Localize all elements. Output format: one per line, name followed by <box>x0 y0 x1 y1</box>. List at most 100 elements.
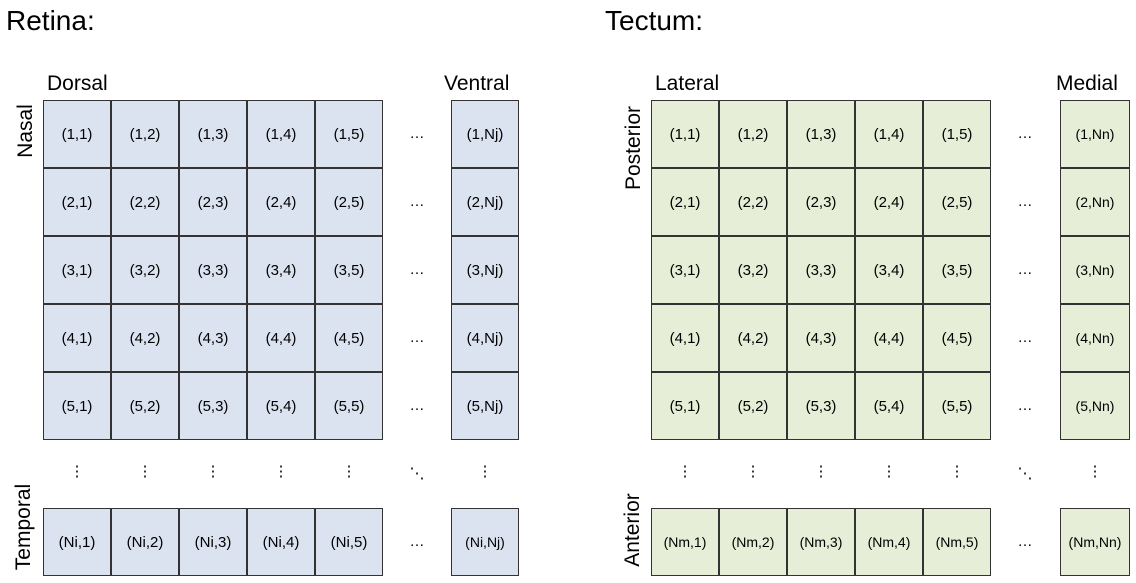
tectum-cell: (4,2) <box>719 304 787 372</box>
tectum-diagonal-ellipsis: ⋱ <box>1017 465 1033 482</box>
retina-last-row-ellipsis: … <box>409 533 425 550</box>
tectum-last-col-cell: (3,Nn) <box>1060 236 1130 304</box>
tectum-cell: (5,1) <box>651 372 719 440</box>
retina-cell: (2,1) <box>43 168 111 236</box>
tectum-cell: (3,4) <box>855 236 923 304</box>
tectum-row-ellipsis: … <box>1017 261 1033 278</box>
retina-vertical-ellipsis: ⋮ <box>137 463 153 480</box>
retina-last-row-cell: (Ni,5) <box>315 508 383 576</box>
retina-cell: (1,2) <box>111 100 179 168</box>
retina-last-col-cell: (5,Nj) <box>451 372 519 440</box>
retina-row-ellipsis: … <box>409 261 425 278</box>
retina-cell: (2,5) <box>315 168 383 236</box>
retina-cell: (3,5) <box>315 236 383 304</box>
tectum-title: Tectum: <box>605 5 704 36</box>
tectum-last-row-cell: (Nm,5) <box>923 508 991 576</box>
retina-title: Retina: <box>6 5 95 36</box>
tectum-vertical-ellipsis: ⋮ <box>949 463 965 480</box>
tectum-last-row-ellipsis: … <box>1017 533 1033 550</box>
tectum-cell: (2,4) <box>855 168 923 236</box>
retina-last-row-cell: (Ni,1) <box>43 508 111 576</box>
retina-cell: (4,2) <box>111 304 179 372</box>
retina-last-col-cell: (2,Nj) <box>451 168 519 236</box>
retina-vertical-ellipsis: ⋮ <box>205 463 221 480</box>
retina-last-row-cell: (Ni,4) <box>247 508 315 576</box>
retina-cell: (4,4) <box>247 304 315 372</box>
tectum-cell: (5,4) <box>855 372 923 440</box>
retina-vertical-ellipsis: ⋮ <box>477 463 493 480</box>
tectum-last-row-cell: (Nm,4) <box>855 508 923 576</box>
retina-last-row-cell: (Ni,3) <box>179 508 247 576</box>
retina-cell: (2,2) <box>111 168 179 236</box>
retina-cell: (4,1) <box>43 304 111 372</box>
retina-temporal-label: Temporal <box>12 483 35 571</box>
tectum-cell: (2,2) <box>719 168 787 236</box>
tectum-row-ellipsis: … <box>1017 193 1033 210</box>
retina-cell: (5,3) <box>179 372 247 440</box>
tectum-cell: (2,1) <box>651 168 719 236</box>
tectum-cell: (3,5) <box>923 236 991 304</box>
tectum-vertical-ellipsis: ⋮ <box>813 463 829 480</box>
tectum-cell: (1,4) <box>855 100 923 168</box>
tectum-cell: (1,2) <box>719 100 787 168</box>
retina-row-ellipsis: … <box>409 397 425 414</box>
retina-dorsal-label: Dorsal <box>47 72 108 95</box>
retina-last-col-cell: (1,Nj) <box>451 100 519 168</box>
retina-last-col-cell: (3,Nj) <box>451 236 519 304</box>
tectum-cell: (2,3) <box>787 168 855 236</box>
retina-vertical-ellipsis: ⋮ <box>273 463 289 480</box>
tectum-row-ellipsis: … <box>1017 397 1033 414</box>
tectum-vertical-ellipsis: ⋮ <box>1087 463 1103 480</box>
retina-cell: (1,1) <box>43 100 111 168</box>
tectum-corner-cell: (Nm,Nn) <box>1060 508 1130 576</box>
retina-cell: (4,5) <box>315 304 383 372</box>
tectum-posterior-label: Posterior <box>622 105 645 191</box>
tectum-cell: (4,5) <box>923 304 991 372</box>
retina-last-col-cell: (4,Nj) <box>451 304 519 372</box>
retina-cell: (1,4) <box>247 100 315 168</box>
tectum-lateral-label: Lateral <box>655 72 720 95</box>
tectum-cell: (2,5) <box>923 168 991 236</box>
retina-cell: (4,3) <box>179 304 247 372</box>
retina-cell: (5,1) <box>43 372 111 440</box>
tectum-cell: (3,2) <box>719 236 787 304</box>
tectum-vertical-ellipsis: ⋮ <box>881 463 897 480</box>
tectum-last-col-cell: (4,Nn) <box>1060 304 1130 372</box>
tectum-vertical-ellipsis: ⋮ <box>745 463 761 480</box>
retina-cell: (1,3) <box>179 100 247 168</box>
tectum-last-row-cell: (Nm,1) <box>651 508 719 576</box>
retina-corner-cell: (Ni,Nj) <box>451 508 519 576</box>
tectum-row-ellipsis: … <box>1017 329 1033 346</box>
retina-row-ellipsis: … <box>409 193 425 210</box>
retina-cell: (2,4) <box>247 168 315 236</box>
tectum-vertical-ellipsis: ⋮ <box>677 463 693 480</box>
tectum-cell: (5,5) <box>923 372 991 440</box>
retina-vertical-ellipsis: ⋮ <box>341 463 357 480</box>
retina-cell: (3,1) <box>43 236 111 304</box>
retina-cell: (1,5) <box>315 100 383 168</box>
tectum-cell: (5,2) <box>719 372 787 440</box>
retina-row-ellipsis: … <box>409 125 425 142</box>
tectum-cell: (1,1) <box>651 100 719 168</box>
tectum-anterior-label: Anterior <box>621 493 644 567</box>
tectum-cell: (3,1) <box>651 236 719 304</box>
tectum-cell: (4,1) <box>651 304 719 372</box>
retina-ventral-label: Ventral <box>444 72 510 95</box>
retina-nasal-label: Nasal <box>14 104 37 158</box>
retina-cell: (3,3) <box>179 236 247 304</box>
tectum-last-row-cell: (Nm,3) <box>787 508 855 576</box>
tectum-cell: (1,3) <box>787 100 855 168</box>
tectum-last-col-cell: (2,Nn) <box>1060 168 1130 236</box>
tectum-cell: (4,4) <box>855 304 923 372</box>
tectum-row-ellipsis: … <box>1017 125 1033 142</box>
tectum-cell: (3,3) <box>787 236 855 304</box>
retina-cell: (5,4) <box>247 372 315 440</box>
tectum-last-row-cell: (Nm,2) <box>719 508 787 576</box>
retina-cell: (5,5) <box>315 372 383 440</box>
tectum-cell: (4,3) <box>787 304 855 372</box>
retina-vertical-ellipsis: ⋮ <box>69 463 85 480</box>
tectum-last-col-cell: (1,Nn) <box>1060 100 1130 168</box>
retina-cell: (3,4) <box>247 236 315 304</box>
retina-row-ellipsis: … <box>409 329 425 346</box>
tectum-last-col-cell: (5,Nn) <box>1060 372 1130 440</box>
